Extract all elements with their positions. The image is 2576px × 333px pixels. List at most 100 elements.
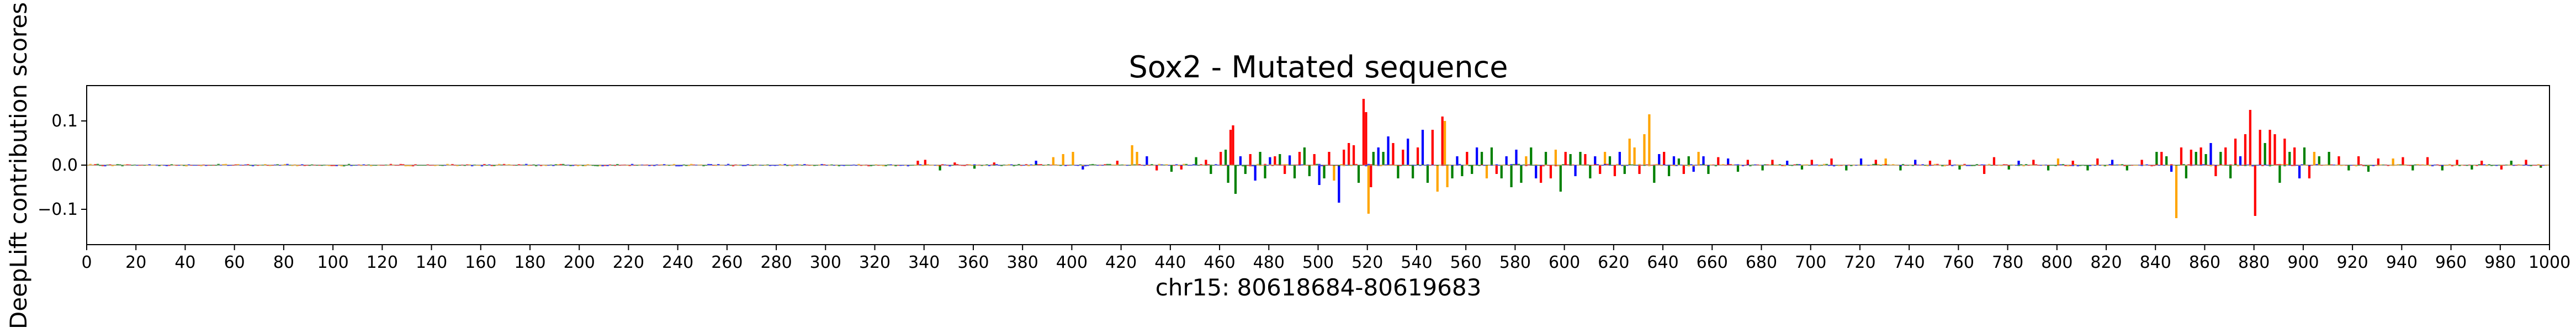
base-T-mark (1328, 152, 1331, 165)
background-base (2047, 165, 2050, 166)
x-tick-label: 940 (2386, 253, 2418, 272)
background-base (330, 165, 333, 166)
background-base (1616, 163, 1619, 165)
background-base (246, 164, 250, 165)
background-base (2441, 165, 2444, 166)
background-base (2431, 165, 2434, 167)
background-base (1584, 165, 1587, 166)
background-base (2389, 165, 2392, 166)
x-tick-label: 600 (1549, 253, 1580, 272)
background-base (677, 165, 681, 167)
base-C-mark (1618, 152, 1621, 165)
background-base (1763, 164, 1767, 165)
background-base (1950, 165, 1954, 166)
background-base (456, 165, 459, 166)
background-base (581, 165, 585, 166)
base-T-mark (2224, 147, 2227, 165)
base-T-mark (2234, 139, 2237, 165)
base-A-mark (1461, 165, 1464, 176)
background-base (2448, 163, 2451, 165)
base-A-mark (1397, 165, 1400, 178)
background-base (2490, 165, 2493, 166)
background-base (2052, 165, 2055, 166)
background-base (658, 165, 661, 166)
background-base (2392, 165, 2394, 166)
background-base (539, 165, 543, 166)
background-base (2444, 165, 2446, 166)
background-base (2542, 165, 2545, 166)
background-base (1466, 164, 1469, 165)
background-base (855, 165, 858, 166)
base-G-mark (1603, 152, 1607, 165)
background-base (1220, 165, 1222, 166)
background-base (867, 165, 870, 167)
background-base (104, 165, 107, 167)
background-base (1795, 163, 1799, 165)
background-base (2305, 165, 2308, 166)
background-base (983, 165, 986, 166)
base-T-mark (1348, 143, 1350, 165)
background-base (288, 165, 291, 166)
background-base (1623, 165, 1626, 166)
background-base (2027, 165, 2030, 166)
background-base (91, 165, 94, 166)
base-C-mark (1254, 165, 1257, 181)
background-base (1343, 165, 1345, 167)
background-base (771, 165, 774, 166)
background-base (1252, 165, 1254, 167)
background-base (249, 165, 252, 166)
base-T-mark (1284, 165, 1286, 174)
background-base (1045, 165, 1047, 166)
background-base (1338, 165, 1340, 167)
background-base (1232, 165, 1234, 166)
background-base (1788, 165, 1791, 166)
background-base (840, 165, 843, 166)
background-base (463, 165, 466, 166)
background-base (2042, 165, 2045, 166)
x-tick-label: 640 (1647, 253, 1678, 272)
background-base (89, 163, 92, 165)
background-base (1670, 165, 1673, 166)
background-base (1827, 165, 1831, 166)
base-T-mark (2273, 134, 2276, 165)
background-base (1244, 165, 1247, 166)
background-base (502, 163, 506, 165)
background-base (1227, 165, 1229, 166)
base-A-mark (2155, 152, 2158, 165)
background-base (1178, 165, 1180, 166)
base-A-mark (1323, 165, 1326, 178)
base-A-mark (2086, 165, 2089, 171)
background-base (338, 165, 341, 166)
background-base (1185, 163, 1188, 165)
background-base (1059, 165, 1062, 166)
background-base (1936, 163, 1939, 165)
background-base (1975, 164, 1979, 165)
background-base (155, 165, 158, 166)
background-base (1217, 165, 1220, 166)
background-base (325, 165, 328, 166)
background-base (976, 165, 978, 166)
background-base (1702, 163, 1705, 165)
background-base (544, 165, 548, 166)
background-base (2397, 164, 2399, 165)
background-base (662, 164, 666, 165)
base-T-mark (2160, 152, 2163, 165)
background-base (2522, 165, 2525, 166)
background-base (2158, 165, 2161, 166)
background-base (197, 165, 200, 166)
background-base (2234, 163, 2237, 165)
x-tick-label: 880 (2238, 253, 2270, 272)
base-C-mark (1035, 161, 1037, 165)
background-base (1832, 165, 1836, 167)
background-base (1569, 165, 1572, 166)
background-base (1978, 165, 1981, 166)
background-base (2034, 164, 2038, 165)
background-base (441, 165, 444, 166)
x-tick-label: 200 (564, 253, 595, 272)
background-base (182, 165, 185, 166)
background-base (2224, 165, 2227, 166)
base-A-mark (2288, 152, 2291, 165)
background-base (1564, 163, 1567, 165)
background-base (1690, 164, 1693, 165)
background-base (1434, 165, 1437, 166)
